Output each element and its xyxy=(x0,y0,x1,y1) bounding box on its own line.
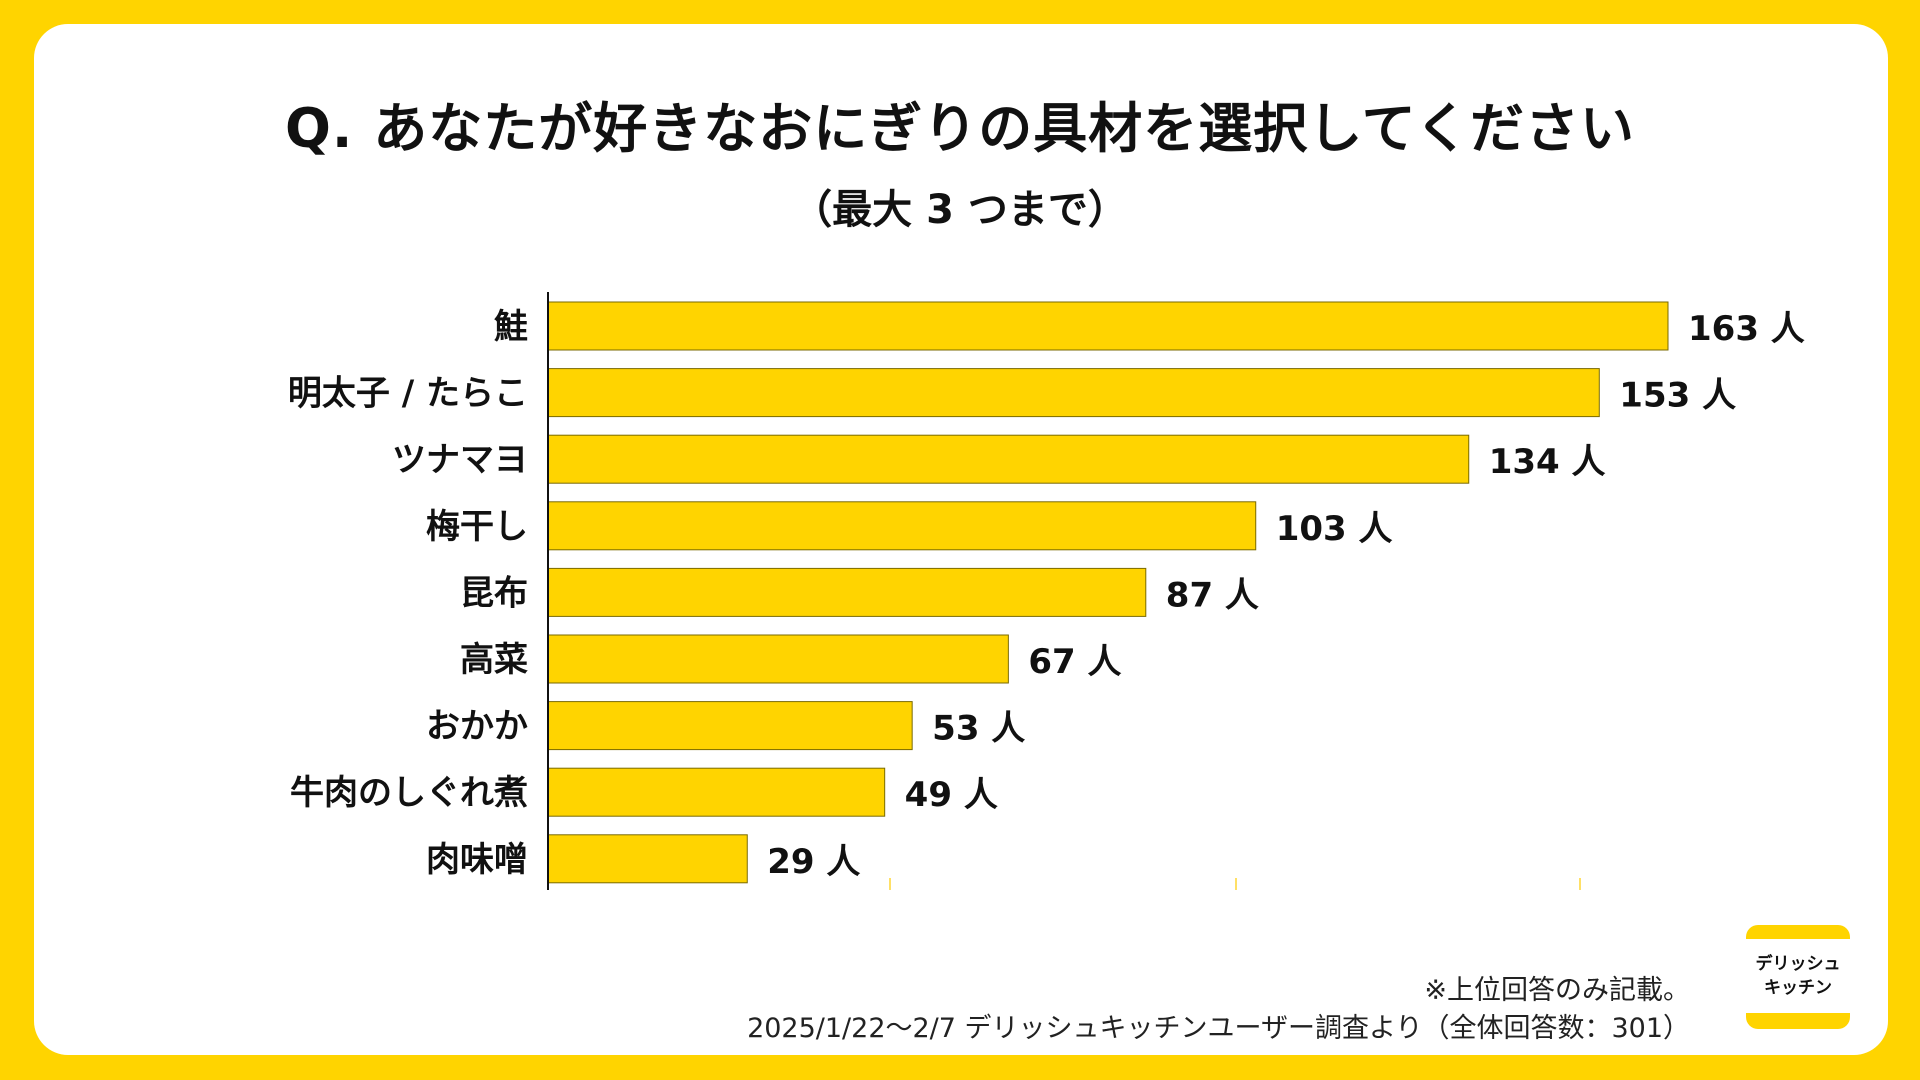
logo-line-2: キッチン xyxy=(1764,978,1832,998)
bar-8 xyxy=(547,767,886,817)
chart-title: Q. あなたが好きなおにぎりの具材を選択してください xyxy=(285,97,1635,160)
value-label-3: 134 人 xyxy=(1489,442,1606,482)
category-label-4: 梅干し xyxy=(426,507,528,547)
category-label-6: 高菜 xyxy=(460,640,528,680)
footnote-note: ※上位回答のみ記載。 xyxy=(1424,975,1690,1006)
bar-3 xyxy=(547,434,1470,484)
category-label-1: 鮭 xyxy=(494,307,528,347)
category-label-3: ツナマヨ xyxy=(392,440,528,480)
category-label-2: 明太子 / たらこ xyxy=(288,374,528,414)
logo-line-1: デリッシュ xyxy=(1755,954,1841,974)
category-label-7: おかか xyxy=(426,707,528,747)
chart-subtitle: （最大 3 つまで） xyxy=(792,187,1128,233)
category-label-8: 牛肉のしぐれ煮 xyxy=(290,773,528,813)
category-label-5: 昆布 xyxy=(460,573,528,613)
logo-text: デリッシュ キッチン xyxy=(1746,939,1850,1013)
footnote-source: 2025/1/22〜2/7 デリッシュキッチンユーザー調査より（全体回答数：30… xyxy=(747,1013,1690,1044)
bar-4 xyxy=(547,501,1257,551)
bar-2 xyxy=(547,368,1600,418)
category-label-9: 肉味噌 xyxy=(426,840,528,880)
value-label-5: 87 人 xyxy=(1166,575,1259,615)
delish-kitchen-logo: デリッシュ キッチン xyxy=(1746,925,1850,1029)
value-label-7: 53 人 xyxy=(932,709,1025,749)
bar-6 xyxy=(547,634,1009,684)
value-label-2: 153 人 xyxy=(1619,376,1736,416)
bar-9 xyxy=(547,834,748,884)
value-label-9: 29 人 xyxy=(767,842,860,882)
value-label-4: 103 人 xyxy=(1276,509,1393,549)
bar-1 xyxy=(547,301,1669,351)
bar-5 xyxy=(547,567,1147,617)
bar-7 xyxy=(547,701,913,751)
value-label-8: 49 人 xyxy=(905,775,998,815)
value-label-6: 67 人 xyxy=(1028,642,1121,682)
value-label-1: 163 人 xyxy=(1688,309,1805,349)
